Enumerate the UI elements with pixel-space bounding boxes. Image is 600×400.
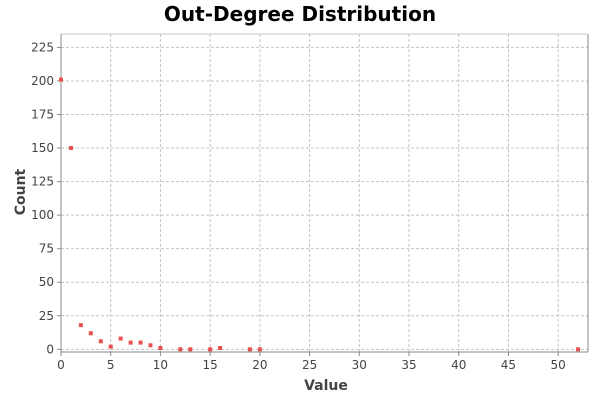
data-points [59,77,581,352]
x-tick-label: 20 [252,358,267,372]
x-tick-label: 0 [57,358,65,372]
data-point [576,347,581,352]
x-tick-label: 50 [551,358,566,372]
data-point [218,345,223,350]
y-axis-title: Count [13,168,29,215]
y-tick-label: 150 [31,141,54,155]
x-tick-label: 15 [203,358,218,372]
y-tick-label: 225 [31,40,54,54]
data-point [257,347,262,352]
data-point [78,323,83,328]
x-tick-label: 10 [153,358,168,372]
chart-title: Out-Degree Distribution [163,2,437,26]
plot-background [61,34,588,352]
y-tick-label: 100 [31,208,54,222]
data-point [108,344,113,349]
data-point [188,347,193,352]
y-tick-label: 25 [39,309,54,323]
y-tick-label: 50 [39,275,54,289]
data-point [118,336,123,341]
data-point [138,340,143,345]
data-point [247,347,252,352]
x-axis-title: Value [304,378,348,394]
grid-layer [60,34,588,352]
x-tick-label: 35 [401,358,416,372]
data-point [128,340,133,345]
y-tick-label: 75 [39,242,54,256]
data-point [208,347,213,352]
data-point [59,77,63,82]
x-tick-label: 5 [107,358,115,372]
y-tick-label: 175 [31,108,54,122]
data-point [68,146,73,151]
x-tick-label: 45 [501,358,516,372]
y-tick-label: 200 [31,74,54,88]
x-tick-label: 30 [352,358,367,372]
data-point [148,343,153,348]
data-point [98,339,103,344]
data-point [88,331,93,336]
data-point [178,347,183,352]
y-tick-label: 0 [46,342,54,356]
y-tick-label: 125 [31,175,54,189]
axis-layer: 0 5 10 15 20 25 30 35 40 45 50 0 25 50 75 100 125 150 175 2… [31,33,589,372]
x-tick-label: 40 [451,358,466,372]
x-tick-label: 25 [302,358,317,372]
data-point [158,345,163,350]
